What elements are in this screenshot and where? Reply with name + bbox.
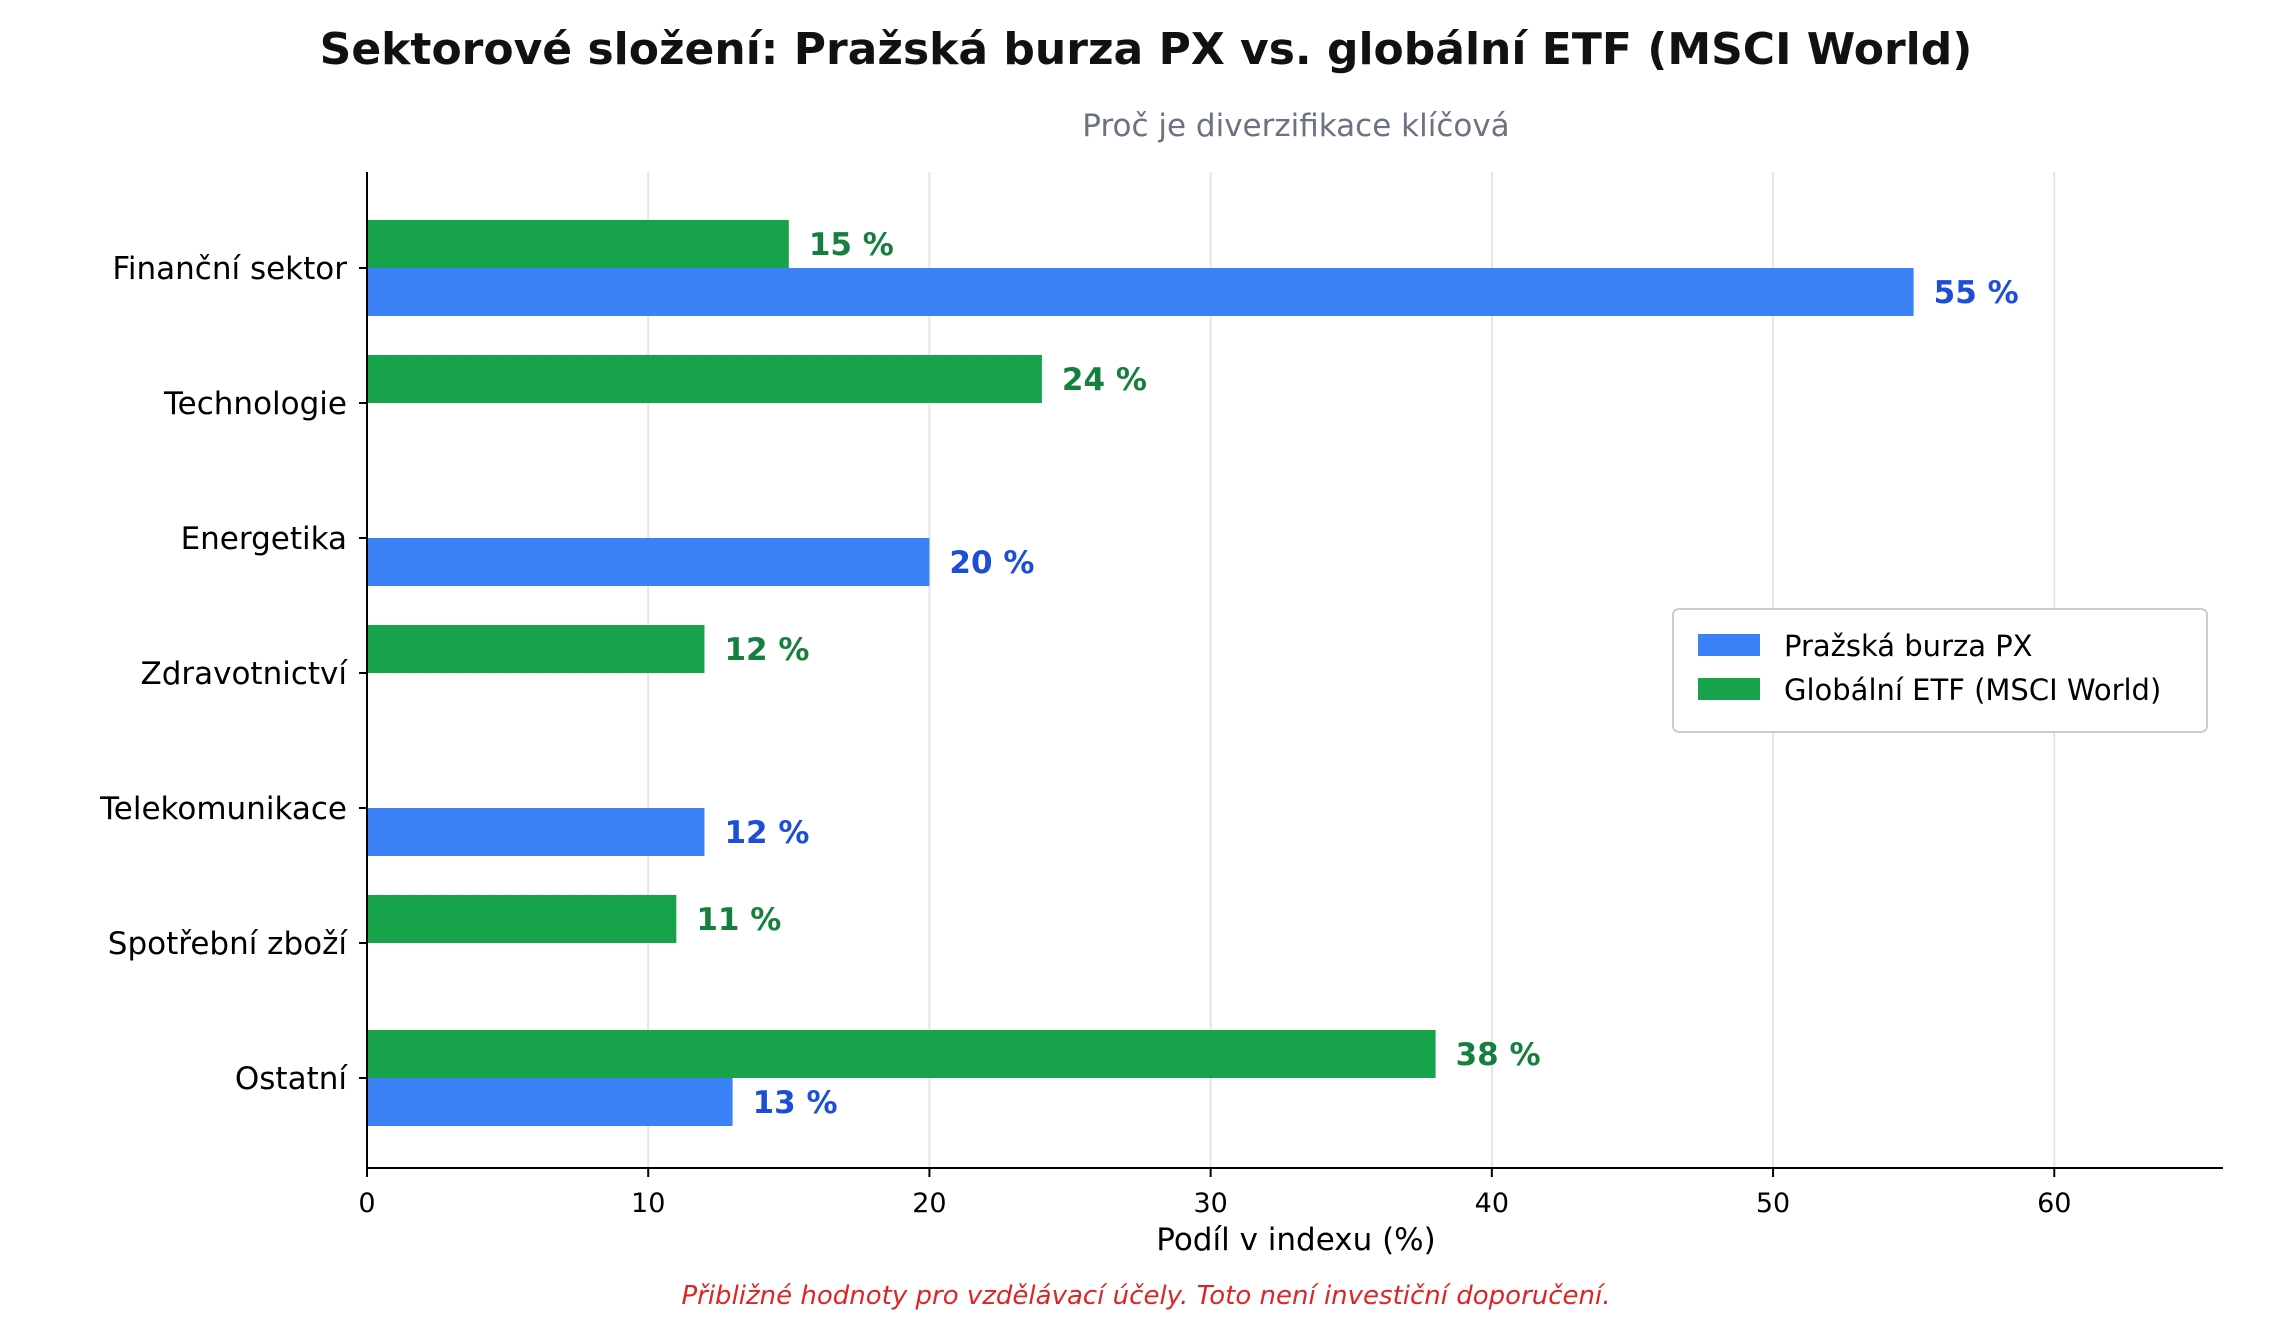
bars-layer [367,220,1914,1126]
axes-layer: Finanční sektor Technologie Energetika Zdra… [99,172,2223,1219]
bar-msci-financni-sektor [367,220,789,268]
x-tick-label-40: 40 [1475,1188,1509,1219]
y-tick-label-financni-sektor: Finanční sektor [112,251,347,287]
y-tick-label-spotrebni-zbozi: Spotřební zboží [108,926,349,962]
bar-msci-technologie [367,355,1042,403]
legend-swatch-msci [1698,678,1760,700]
footnote: Přibližné hodnoty pro vzdělávací účely. … [681,1281,1610,1311]
value-label-px-financni-sektor: 55 % [1934,275,2019,311]
bar-px-telekomunikace [367,808,705,856]
legend-label-msci: Globální ETF (MSCI World) [1784,673,2161,707]
value-label-px-telekomunikace: 12 % [724,815,809,851]
value-label-px-ostatni: 13 % [753,1085,838,1121]
value-label-msci-zdravotnictvi: 12 % [724,632,809,668]
x-axis-label: Podíl v indexu (%) [1156,1222,1435,1258]
x-tick-label-50: 50 [1756,1188,1790,1219]
value-label-msci-technologie: 24 % [1062,362,1147,398]
value-label-msci-spotrebni-zbozi: 11 % [696,902,781,938]
legend-swatch-px [1698,634,1760,656]
chart-title: Sektorové složení: Pražská burza PX vs. … [320,24,1973,75]
y-tick-label-zdravotnictvi: Zdravotnictví [140,656,348,692]
legend-frame [1672,608,2208,733]
bar-msci-spotrebni-zbozi [367,895,677,943]
value-label-msci-ostatni: 38 % [1456,1037,1541,1073]
bar-msci-zdravotnictvi [367,625,705,673]
x-tick-label-30: 30 [1193,1188,1227,1219]
chart-subtitle: Proč je diverzifikace klíčová [1082,108,1509,144]
y-tick-label-telekomunikace: Telekomunikace [99,791,347,827]
y-tick-label-technologie: Technologie [163,386,347,422]
value-labels-layer: 55 % 15 % 24 % 20 % 12 % 12 % 11 % 13 % 38 % [696,227,2018,1121]
x-tick-label-60: 60 [2037,1188,2071,1219]
bar-msci-ostatni [367,1030,1436,1078]
bar-px-financni-sektor [367,268,1914,316]
y-tick-label-energetika: Energetika [181,521,347,557]
x-tick-label-20: 20 [912,1188,946,1219]
y-tick-label-ostatni: Ostatní [235,1061,349,1097]
x-tick-label-0: 0 [358,1188,375,1219]
value-label-msci-financni-sektor: 15 % [809,227,894,263]
legend: Pražská burza PX Globální ETF (MSCI Worl… [1672,608,2208,733]
x-tick-label-10: 10 [631,1188,665,1219]
legend-label-px: Pražská burza PX [1784,629,2033,663]
value-label-px-energetika: 20 % [949,545,1034,581]
bar-px-energetika [367,538,930,586]
bar-px-ostatni [367,1078,733,1126]
